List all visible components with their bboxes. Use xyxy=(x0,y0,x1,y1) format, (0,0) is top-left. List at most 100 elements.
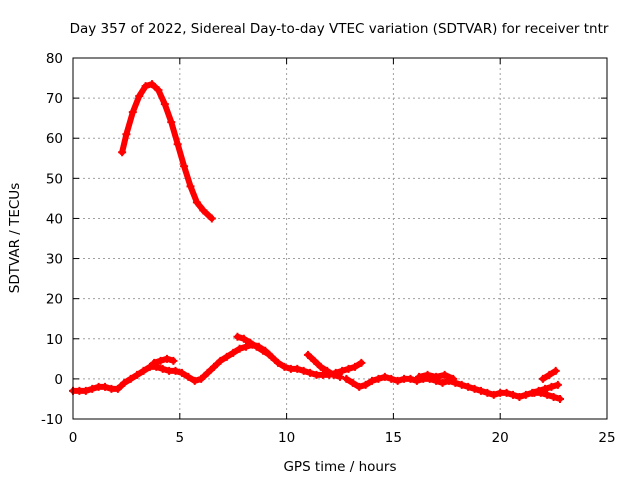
data-point xyxy=(357,358,366,367)
data-point xyxy=(120,378,129,387)
data-point xyxy=(216,356,225,365)
data-point xyxy=(101,382,110,391)
data-point xyxy=(543,390,552,399)
data-point xyxy=(177,368,186,377)
data-point xyxy=(160,100,169,109)
data-point xyxy=(192,198,201,207)
data-point xyxy=(246,338,255,347)
y-axis-label: SDTVAR / TECUs xyxy=(7,183,23,293)
data-point xyxy=(180,162,189,171)
y-tick-label: 50 xyxy=(46,171,63,187)
data-point xyxy=(118,148,127,157)
data-point xyxy=(274,358,283,367)
data-point xyxy=(280,362,289,371)
data-point xyxy=(521,390,530,399)
data-point xyxy=(556,394,565,403)
data-series xyxy=(69,80,565,403)
data-point xyxy=(415,372,424,381)
data-point xyxy=(128,108,137,117)
data-point xyxy=(547,382,556,391)
data-point xyxy=(150,358,159,367)
data-point xyxy=(464,382,473,391)
data-point xyxy=(457,380,466,389)
data-point xyxy=(368,376,377,385)
x-tick-label: 20 xyxy=(492,430,509,446)
data-point xyxy=(344,364,353,373)
x-tick-label: 10 xyxy=(278,430,295,446)
data-point xyxy=(306,368,315,377)
data-point xyxy=(207,214,216,223)
y-tick-label: 70 xyxy=(46,91,63,107)
data-point xyxy=(342,374,351,383)
data-point xyxy=(336,372,344,381)
axis-ticks: 0 5 10 15 20 25 -10 0 10 20 30 40 50 60 70 80 xyxy=(41,51,616,446)
data-point xyxy=(374,374,383,383)
data-point xyxy=(173,140,182,149)
data-point xyxy=(167,118,176,127)
data-point xyxy=(88,384,97,393)
data-point xyxy=(483,388,492,397)
data-point xyxy=(316,362,325,371)
data-point xyxy=(489,390,498,399)
data-point xyxy=(348,378,357,387)
data-point xyxy=(380,372,389,381)
chart-title: Day 357 of 2022, Sidereal Day-to-day VTE… xyxy=(70,21,609,37)
data-point xyxy=(184,372,193,381)
data-point xyxy=(299,366,308,375)
data-point xyxy=(355,382,364,391)
data-point xyxy=(252,342,261,351)
x-tick-label: 0 xyxy=(69,430,78,446)
plot-frame xyxy=(72,57,608,420)
data-point xyxy=(361,380,370,389)
data-point xyxy=(545,370,554,379)
data-point xyxy=(162,354,171,363)
data-point xyxy=(350,362,359,371)
x-tick-label: 25 xyxy=(598,430,615,446)
data-point xyxy=(449,374,458,383)
data-point xyxy=(190,376,199,385)
data-point xyxy=(538,374,547,383)
data-point xyxy=(209,362,218,371)
data-point xyxy=(265,350,274,359)
data-point xyxy=(233,332,242,341)
data-point xyxy=(553,380,562,389)
data-point xyxy=(438,378,447,387)
data-point xyxy=(126,374,135,383)
y-tick-label: 10 xyxy=(46,332,63,348)
y-tick-label: 20 xyxy=(46,292,63,308)
data-point xyxy=(154,86,163,95)
data-point xyxy=(406,374,415,383)
data-point xyxy=(536,388,545,397)
data-point xyxy=(113,384,122,393)
y-tick-label: 60 xyxy=(46,131,63,147)
data-point xyxy=(515,392,524,401)
data-point xyxy=(293,364,302,373)
data-point xyxy=(423,370,432,379)
data-point xyxy=(470,384,479,393)
data-point xyxy=(393,376,402,385)
y-tick-label: 30 xyxy=(46,252,63,268)
data-point xyxy=(509,390,518,399)
data-point xyxy=(259,346,268,355)
data-point xyxy=(203,368,212,377)
data-point xyxy=(338,366,347,375)
y-tick-label: 80 xyxy=(46,51,63,67)
y-tick-label: -10 xyxy=(41,412,63,428)
data-point xyxy=(229,348,238,357)
data-point xyxy=(81,386,90,395)
data-point xyxy=(440,370,449,379)
data-point xyxy=(133,370,142,379)
data-point xyxy=(476,386,485,395)
data-point xyxy=(242,342,251,351)
x-axis-label: GPS time / hours xyxy=(283,459,396,475)
data-point xyxy=(235,344,244,353)
data-point xyxy=(387,374,396,383)
data-point xyxy=(135,92,144,101)
data-point xyxy=(156,356,165,365)
data-point xyxy=(141,82,150,91)
data-point xyxy=(148,80,157,89)
data-point xyxy=(158,364,167,373)
data-point xyxy=(432,372,441,381)
data-point xyxy=(139,366,148,375)
